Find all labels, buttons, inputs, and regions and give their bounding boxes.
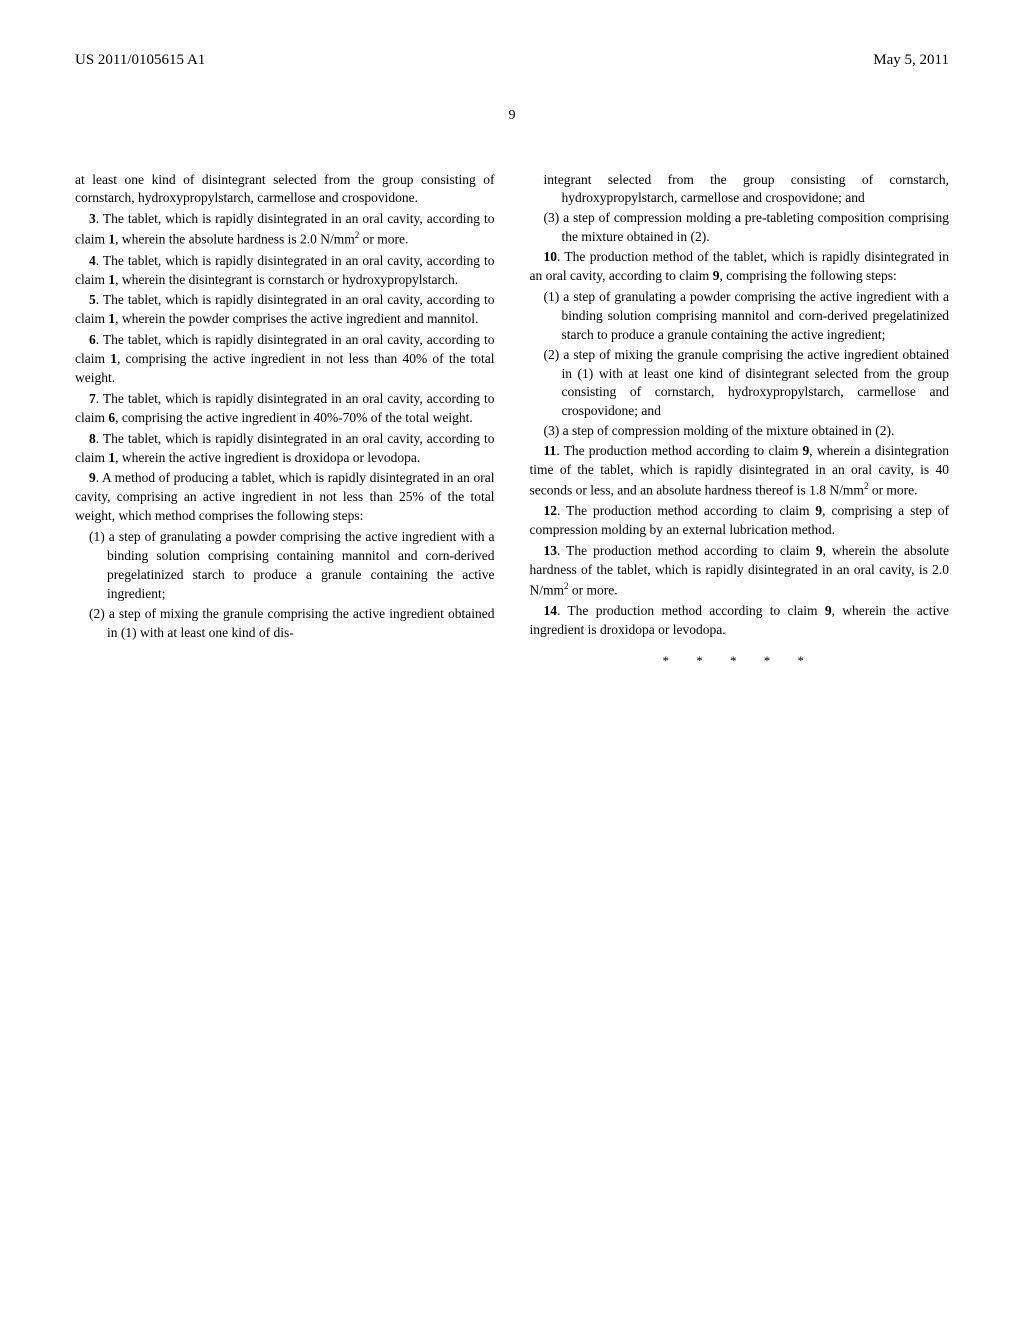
claim-5: 5. The tablet, which is rapidly disinteg…: [75, 291, 495, 329]
claim-num: 3: [89, 211, 96, 226]
claim-9-step-3: (3) a step of compression molding a pre-…: [530, 209, 950, 247]
page-number: 9: [75, 106, 949, 126]
right-column: integrant selected from the group consis…: [530, 171, 950, 671]
claim-text: or more.: [569, 582, 618, 597]
claim-ref: 1: [110, 351, 117, 366]
claim-11: 11. The production method according to c…: [530, 442, 950, 500]
claim-text: , comprising the active ingredient in no…: [75, 351, 495, 385]
claim-text: , comprising the active ingredient in 40…: [115, 410, 473, 425]
page-header: US 2011/0105615 A1 May 5, 2011: [75, 50, 949, 71]
claim-ref: 9: [816, 543, 823, 558]
claim-num: 8: [89, 431, 96, 446]
claim-10: 10. The production method of the tablet,…: [530, 248, 950, 286]
claim-num: 9: [89, 470, 96, 485]
claim-9: 9. A method of producing a tablet, which…: [75, 469, 495, 526]
claim-num: 11: [544, 443, 557, 458]
claim-text: . The production method according to cla…: [557, 543, 816, 558]
claim-text: . The production method according to cla…: [557, 603, 825, 618]
claim-num: 7: [89, 391, 96, 406]
left-column: at least one kind of disintegrant select…: [75, 171, 495, 671]
claim-num: 5: [89, 292, 96, 307]
claim-3: 3. The tablet, which is rapidly disinteg…: [75, 210, 495, 249]
claim-14: 14. The production method according to c…: [530, 602, 950, 640]
claim-num: 4: [89, 253, 96, 268]
claim-text: , wherein the powder comprises the activ…: [115, 311, 478, 326]
claim-num: 12: [544, 503, 558, 518]
claim-text: or more.: [868, 482, 917, 497]
claim-10-step-2: (2) a step of mixing the granule compris…: [530, 346, 950, 422]
claim-ref: 9: [825, 603, 832, 618]
claim-13: 13. The production method according to c…: [530, 542, 950, 600]
claim-8: 8. The tablet, which is rapidly disinteg…: [75, 430, 495, 468]
claim-9-step-2: (2) a step of mixing the granule compris…: [75, 605, 495, 643]
claim-num: 14: [544, 603, 558, 618]
claim-text: , wherein the absolute hardness is 2.0 N…: [115, 232, 355, 247]
end-marks: * * * * *: [530, 652, 950, 670]
claim-num: 10: [544, 249, 558, 264]
claim-text: , wherein the active ingredient is droxi…: [115, 450, 420, 465]
claim-num: 13: [544, 543, 558, 558]
claim-6: 6. The tablet, which is rapidly disinteg…: [75, 331, 495, 388]
claim-text: . The production method according to cla…: [557, 503, 815, 518]
claim-7: 7. The tablet, which is rapidly disinteg…: [75, 390, 495, 428]
continuation-text: at least one kind of disintegrant select…: [75, 171, 495, 209]
claim-12: 12. The production method according to c…: [530, 502, 950, 540]
claim-9-step-1: (1) a step of granulating a powder compr…: [75, 528, 495, 604]
claim-4: 4. The tablet, which is rapidly disinteg…: [75, 252, 495, 290]
claim-num: 6: [89, 332, 96, 347]
claim-10-step-1: (1) a step of granulating a powder compr…: [530, 288, 950, 345]
claim-text: , wherein the disintegrant is cornstarch…: [115, 272, 458, 287]
publication-number: US 2011/0105615 A1: [75, 50, 205, 71]
claim-9-step-2-cont: integrant selected from the group consis…: [530, 171, 950, 209]
claim-10-step-3: (3) a step of compression molding of the…: [530, 422, 950, 441]
claim-text: , comprising the following steps:: [719, 268, 896, 283]
claim-text: or more.: [359, 232, 408, 247]
claim-text: . The production method according to cla…: [556, 443, 802, 458]
publication-date: May 5, 2011: [873, 50, 949, 71]
content-columns: at least one kind of disintegrant select…: [75, 171, 949, 671]
claim-text: . A method of producing a tablet, which …: [75, 470, 495, 523]
